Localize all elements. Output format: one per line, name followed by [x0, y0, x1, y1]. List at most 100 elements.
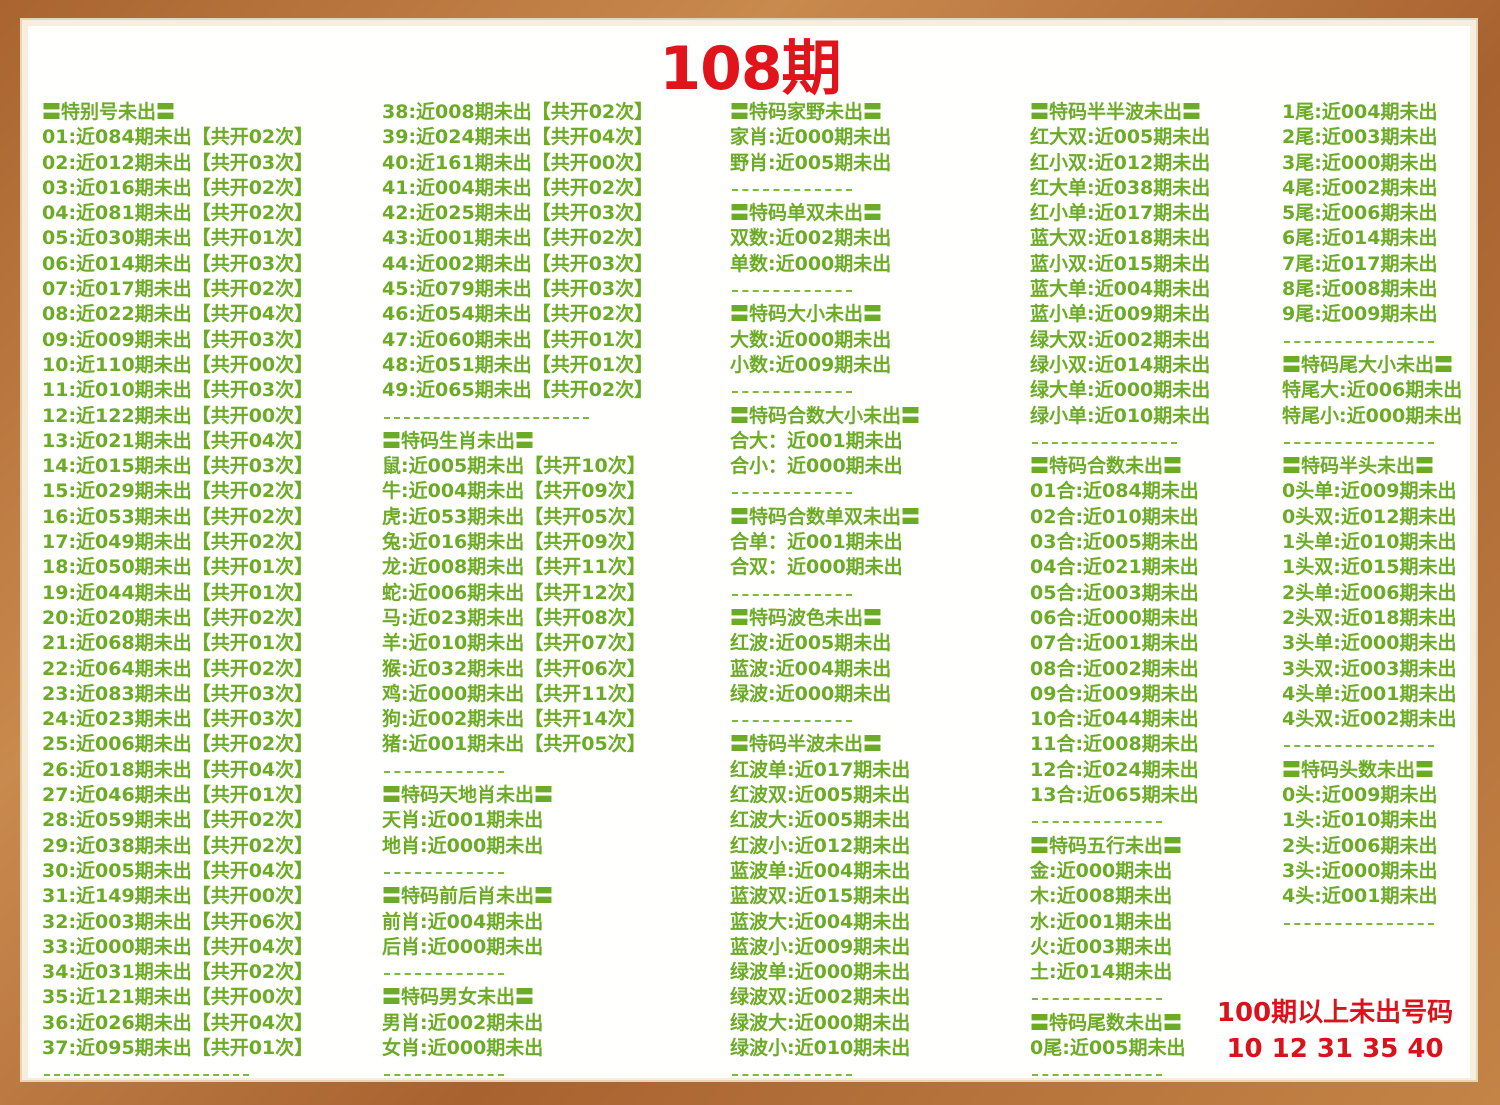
list-item: 16:近053期未出【共开02次】 — [42, 505, 314, 528]
section-heading: 〓特码合数单双未出〓 — [730, 505, 921, 528]
list-item: 水:近001期未出 — [1030, 910, 1173, 933]
column-special-numbers: 〓特别号未出〓 01:近084期未出【共开02次】 02:近012期未出【共开03次… — [42, 100, 313, 1087]
list-item: 9尾:近009期未出 — [1282, 303, 1438, 326]
list-item: 合单：近001期未出 — [730, 531, 903, 554]
list-item: 0尾:近005期未出 — [1030, 1036, 1186, 1059]
list-item: 绿大单:近000期未出 — [1030, 379, 1211, 402]
divider — [382, 1061, 653, 1086]
list-item: 绿大双:近002期未出 — [1030, 328, 1211, 351]
list-item: 2头双:近018期未出 — [1282, 606, 1457, 629]
list-item: 蓝小双:近015期未出 — [1030, 252, 1211, 275]
list-item: 20:近020期未出【共开02次】 — [42, 606, 314, 629]
list-item: 4头双:近002期未出 — [1282, 708, 1457, 731]
list-item: 35:近121期未出【共开00次】 — [42, 986, 314, 1009]
list-item: 25:近006期未出【共开02次】 — [42, 733, 314, 756]
list-item: 06:近014期未出【共开03次】 — [42, 252, 314, 275]
list-item: 龙:近008期未出【共开11次】 — [382, 556, 646, 579]
list-item: 7尾:近017期未出 — [1282, 252, 1438, 275]
list-item: 13合:近065期未出 — [1030, 784, 1199, 807]
list-item: 22:近064期未出【共开02次】 — [42, 657, 314, 680]
list-item: 土:近014期未出 — [1030, 961, 1173, 984]
list-item: 红波大:近005期未出 — [730, 809, 911, 832]
list-item: 04:近081期未出【共开02次】 — [42, 202, 314, 225]
list-item: 绿波:近000期未出 — [730, 682, 892, 705]
list-item: 3头单:近000期未出 — [1282, 632, 1457, 655]
divider — [730, 1061, 920, 1086]
section-heading: 〓特码男女未出〓 — [382, 986, 535, 1009]
list-item: 08合:近002期未出 — [1030, 657, 1199, 680]
list-item: 3头双:近003期未出 — [1282, 657, 1457, 680]
list-item: 后肖:近000期未出 — [382, 935, 544, 958]
divider — [1030, 1061, 1210, 1086]
list-item: 41:近004期未出【共开02次】 — [382, 176, 654, 199]
list-item: 11合:近008期未出 — [1030, 733, 1199, 756]
list-item: 36:近026期未出【共开04次】 — [42, 1011, 314, 1034]
list-item: 3头:近000期未出 — [1282, 859, 1438, 882]
list-item: 绿小双:近014期未出 — [1030, 353, 1211, 376]
column-numbers-zodiac: 38:近008期未出【共开02次】 39:近024期未出【共开04次】 40:近16… — [382, 100, 653, 1087]
list-item: 蓝大双:近018期未出 — [1030, 227, 1211, 250]
issue-title: 108期 — [659, 34, 841, 104]
list-item: 猪:近001期未出【共开05次】 — [382, 733, 646, 756]
list-item: 14:近015期未出【共开03次】 — [42, 455, 314, 478]
divider — [382, 404, 653, 429]
list-item: 天肖:近001期未出 — [382, 809, 544, 832]
list-item: 男肖:近002期未出 — [382, 1011, 544, 1034]
list-item: 06合:近000期未出 — [1030, 606, 1199, 629]
list-item: 牛:近004期未出【共开09次】 — [382, 480, 646, 503]
list-item: 34:近031期未出【共开02次】 — [42, 961, 314, 984]
list-item: 28:近059期未出【共开02次】 — [42, 809, 314, 832]
list-item: 10合:近044期未出 — [1030, 708, 1199, 731]
divider — [42, 1061, 313, 1086]
list-item: 3尾:近000期未出 — [1282, 151, 1438, 174]
list-item: 红小单:近017期未出 — [1030, 202, 1211, 225]
list-item: 12合:近024期未出 — [1030, 758, 1199, 781]
section-heading: 〓特码半半波未出〓 — [1030, 101, 1202, 123]
column-tails-heads: 1尾:近004期未出 2尾:近003期未出 3尾:近000期未出 4尾:近002期未出… — [1282, 100, 1462, 935]
list-item: 31:近149期未出【共开00次】 — [42, 885, 314, 908]
list-item: 2头单:近006期未出 — [1282, 581, 1457, 604]
section-heading: 〓特码波色未出〓 — [730, 606, 883, 629]
list-item: 43:近001期未出【共开02次】 — [382, 227, 654, 250]
list-item: 蛇:近006期未出【共开12次】 — [382, 581, 646, 604]
list-item: 08:近022期未出【共开04次】 — [42, 303, 314, 326]
list-item: 01合:近084期未出 — [1030, 480, 1199, 503]
list-item: 18:近050期未出【共开01次】 — [42, 556, 314, 579]
column-attributes-waves: 〓特码家野未出〓 家肖:近000期未出 野肖:近005期未出 〓特码单双未出〓 双数:近… — [730, 100, 920, 1087]
list-item: 1头双:近015期未出 — [1282, 556, 1457, 579]
list-item: 05:近030期未出【共开01次】 — [42, 227, 314, 250]
content-area — [28, 26, 1470, 1078]
paper-sheet — [20, 18, 1478, 1082]
divider — [1030, 429, 1210, 454]
list-item: 24:近023期未出【共开03次】 — [42, 708, 314, 731]
list-item: 6尾:近014期未出 — [1282, 227, 1438, 250]
list-item: 19:近044期未出【共开01次】 — [42, 581, 314, 604]
section-heading: 〓特码半波未出〓 — [730, 733, 883, 756]
list-item: 33:近000期未出【共开04次】 — [42, 935, 314, 958]
list-item: 红波小:近012期未出 — [730, 834, 911, 857]
list-item: 07合:近001期未出 — [1030, 632, 1199, 655]
column-half-waves-sums: 〓特码半半波未出〓 红大双:近005期未出 红小双:近012期未出 红大单:近038期… — [1030, 100, 1210, 1087]
divider — [730, 479, 920, 504]
list-item: 47:近060期未出【共开01次】 — [382, 328, 654, 351]
divider — [1282, 328, 1462, 353]
list-item: 46:近054期未出【共开02次】 — [382, 303, 654, 326]
list-item: 07:近017期未出【共开02次】 — [42, 278, 314, 301]
list-item: 37:近095期未出【共开01次】 — [42, 1036, 314, 1059]
list-item: 前肖:近004期未出 — [382, 910, 544, 933]
list-item: 合大：近001期未出 — [730, 429, 903, 452]
list-item: 双数:近002期未出 — [730, 227, 892, 250]
list-item: 大数:近000期未出 — [730, 328, 892, 351]
list-item: 30:近005期未出【共开04次】 — [42, 859, 314, 882]
list-item: 家肖:近000期未出 — [730, 126, 892, 149]
list-item: 单数:近000期未出 — [730, 252, 892, 275]
list-item: 兔:近016期未出【共开09次】 — [382, 531, 646, 554]
list-item: 女肖:近000期未出 — [382, 1036, 544, 1059]
list-item: 猴:近032期未出【共开06次】 — [382, 657, 646, 680]
section-heading: 〓特码半头未出〓 — [1282, 455, 1435, 478]
list-item: 38:近008期未出【共开02次】 — [382, 101, 654, 123]
list-item: 1头:近010期未出 — [1282, 809, 1438, 832]
list-item: 野肖:近005期未出 — [730, 151, 892, 174]
list-item: 特尾大:近006期未出 — [1282, 379, 1463, 402]
list-item: 合小：近000期未出 — [730, 455, 903, 478]
